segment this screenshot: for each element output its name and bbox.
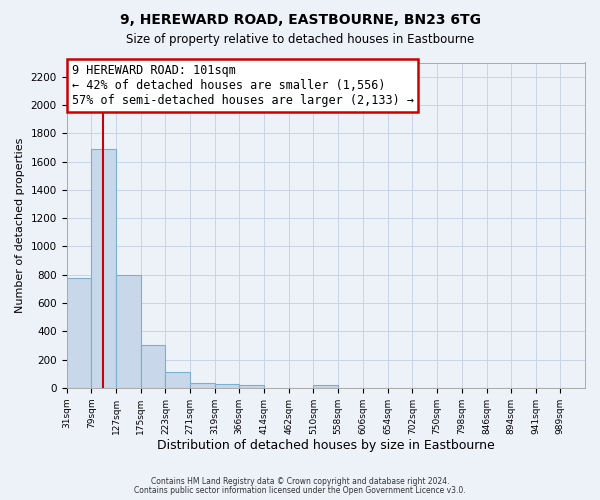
Bar bbox=[313, 385, 338, 388]
Text: 9 HEREWARD ROAD: 101sqm
← 42% of detached houses are smaller (1,556)
57% of semi: 9 HEREWARD ROAD: 101sqm ← 42% of detache… bbox=[72, 64, 414, 107]
Bar bbox=[215, 384, 239, 388]
Bar bbox=[239, 385, 264, 388]
Bar bbox=[166, 372, 190, 388]
Bar bbox=[91, 149, 116, 388]
Bar bbox=[67, 278, 91, 388]
Text: 9, HEREWARD ROAD, EASTBOURNE, BN23 6TG: 9, HEREWARD ROAD, EASTBOURNE, BN23 6TG bbox=[119, 12, 481, 26]
X-axis label: Distribution of detached houses by size in Eastbourne: Distribution of detached houses by size … bbox=[157, 440, 494, 452]
Text: Contains HM Land Registry data © Crown copyright and database right 2024.: Contains HM Land Registry data © Crown c… bbox=[151, 477, 449, 486]
Bar bbox=[116, 274, 141, 388]
Text: Contains public sector information licensed under the Open Government Licence v3: Contains public sector information licen… bbox=[134, 486, 466, 495]
Y-axis label: Number of detached properties: Number of detached properties bbox=[15, 138, 25, 313]
Text: Size of property relative to detached houses in Eastbourne: Size of property relative to detached ho… bbox=[126, 32, 474, 46]
Bar bbox=[190, 383, 215, 388]
Bar bbox=[141, 346, 166, 388]
